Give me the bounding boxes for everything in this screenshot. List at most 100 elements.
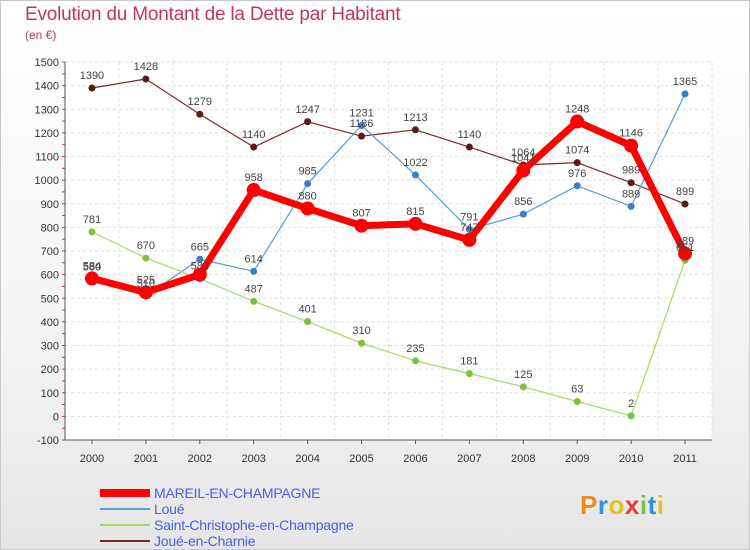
data-label: 1279 [188,96,212,108]
x-tick-label: 2000 [80,453,104,465]
y-tick-label: 700 [41,246,59,258]
data-label: 689 [676,236,694,248]
y-tick-label: 1200 [35,128,59,140]
data-label: 976 [568,168,586,180]
data-point [250,297,258,305]
data-point [570,114,585,129]
legend-swatch [100,540,150,542]
data-label: 1140 [242,129,266,141]
data-label: 985 [298,166,316,178]
data-point [88,84,96,92]
y-tick-label: 1300 [35,104,59,116]
data-label: 580 [83,261,101,273]
data-label: 584 [83,260,101,272]
data-label: 2 [628,398,634,410]
data-label: 1231 [349,108,373,120]
y-tick-label: 800 [41,222,59,234]
logo-letter: P [580,490,598,520]
data-point [358,122,366,130]
data-point [519,383,527,391]
data-label: 1146 [619,128,643,140]
logo-letter: r [597,490,609,520]
data-label: 889 [622,188,640,200]
legend-label: Saint-Christophe-en-Champagne [154,517,354,533]
logo-letter: i [639,490,648,520]
data-label: 1064 [511,147,535,159]
data-point [573,397,581,405]
data-point [681,90,689,98]
data-point [250,267,258,275]
y-tick-label: 100 [41,388,59,400]
y-tick-label: 200 [41,364,59,376]
data-point [304,180,312,188]
chart-title: Evolution du Montant de la Dette par Hab… [25,4,401,25]
data-label: 1365 [673,76,697,88]
series-line-1 [91,93,686,297]
data-label: 1248 [565,104,589,116]
x-tick-label: 2008 [511,453,535,465]
data-point [196,255,204,263]
data-label: 670 [137,240,155,252]
data-label: 1074 [565,145,589,157]
x-tick-label: 2002 [188,453,212,465]
data-point [462,232,477,247]
data-label: 510 [137,278,155,290]
data-label: 125 [514,369,532,381]
legend-swatch [100,508,150,510]
data-point [142,75,150,83]
data-label: 525 [137,274,155,286]
data-point [304,318,312,326]
data-point [138,285,153,300]
y-tick-label: 900 [41,199,59,211]
y-tick-label: 400 [41,317,59,329]
data-label: 235 [406,343,424,355]
data-point [465,226,473,234]
y-tick-label: 1100 [35,152,59,164]
data-point [88,228,96,236]
data-label: 1213 [403,112,427,124]
data-point [678,246,693,261]
data-point [192,267,207,282]
y-tick-label: 600 [41,270,59,282]
data-point [681,200,689,208]
data-point [411,357,419,365]
data-point [411,126,419,134]
proxiti-logo: Proxiti [580,490,664,521]
x-tick-label: 2001 [134,453,158,465]
x-tick-label: 2011 [673,453,697,465]
y-tick-label: 1000 [35,175,59,187]
data-point [573,182,581,190]
data-label: 791 [460,212,478,224]
x-tick-label: 2003 [241,453,265,465]
legend-label: Joué-en-Charnie [154,533,256,549]
data-point [627,202,635,210]
logo-letter: o [608,490,625,520]
data-point [358,339,366,347]
data-label: 899 [676,186,694,198]
data-point [627,179,635,187]
chart-unit-label: (en €) [25,28,57,42]
data-point [411,171,419,179]
data-point [250,143,258,151]
legend-label: MAREIL-EN-CHAMPAGNE [154,485,321,501]
data-label: 958 [245,172,263,184]
data-label: 747 [460,222,478,234]
data-label: 1428 [134,61,158,73]
y-tick-label: 0 [53,411,59,423]
series-line-0 [91,78,686,205]
series-line-3 [88,118,689,296]
x-tick-label: 2007 [457,453,481,465]
logo-letter: t [647,490,657,520]
data-point [519,210,527,218]
x-tick-label: 2004 [295,453,319,465]
data-label: 1390 [80,70,104,82]
data-point [465,143,473,151]
data-point [300,201,315,216]
legend-swatch [100,524,150,526]
data-point [196,110,204,118]
x-tick-label: 2006 [403,453,427,465]
y-tick-label: 1500 [35,57,59,69]
data-point [246,183,261,198]
y-tick-label: 500 [41,293,59,305]
